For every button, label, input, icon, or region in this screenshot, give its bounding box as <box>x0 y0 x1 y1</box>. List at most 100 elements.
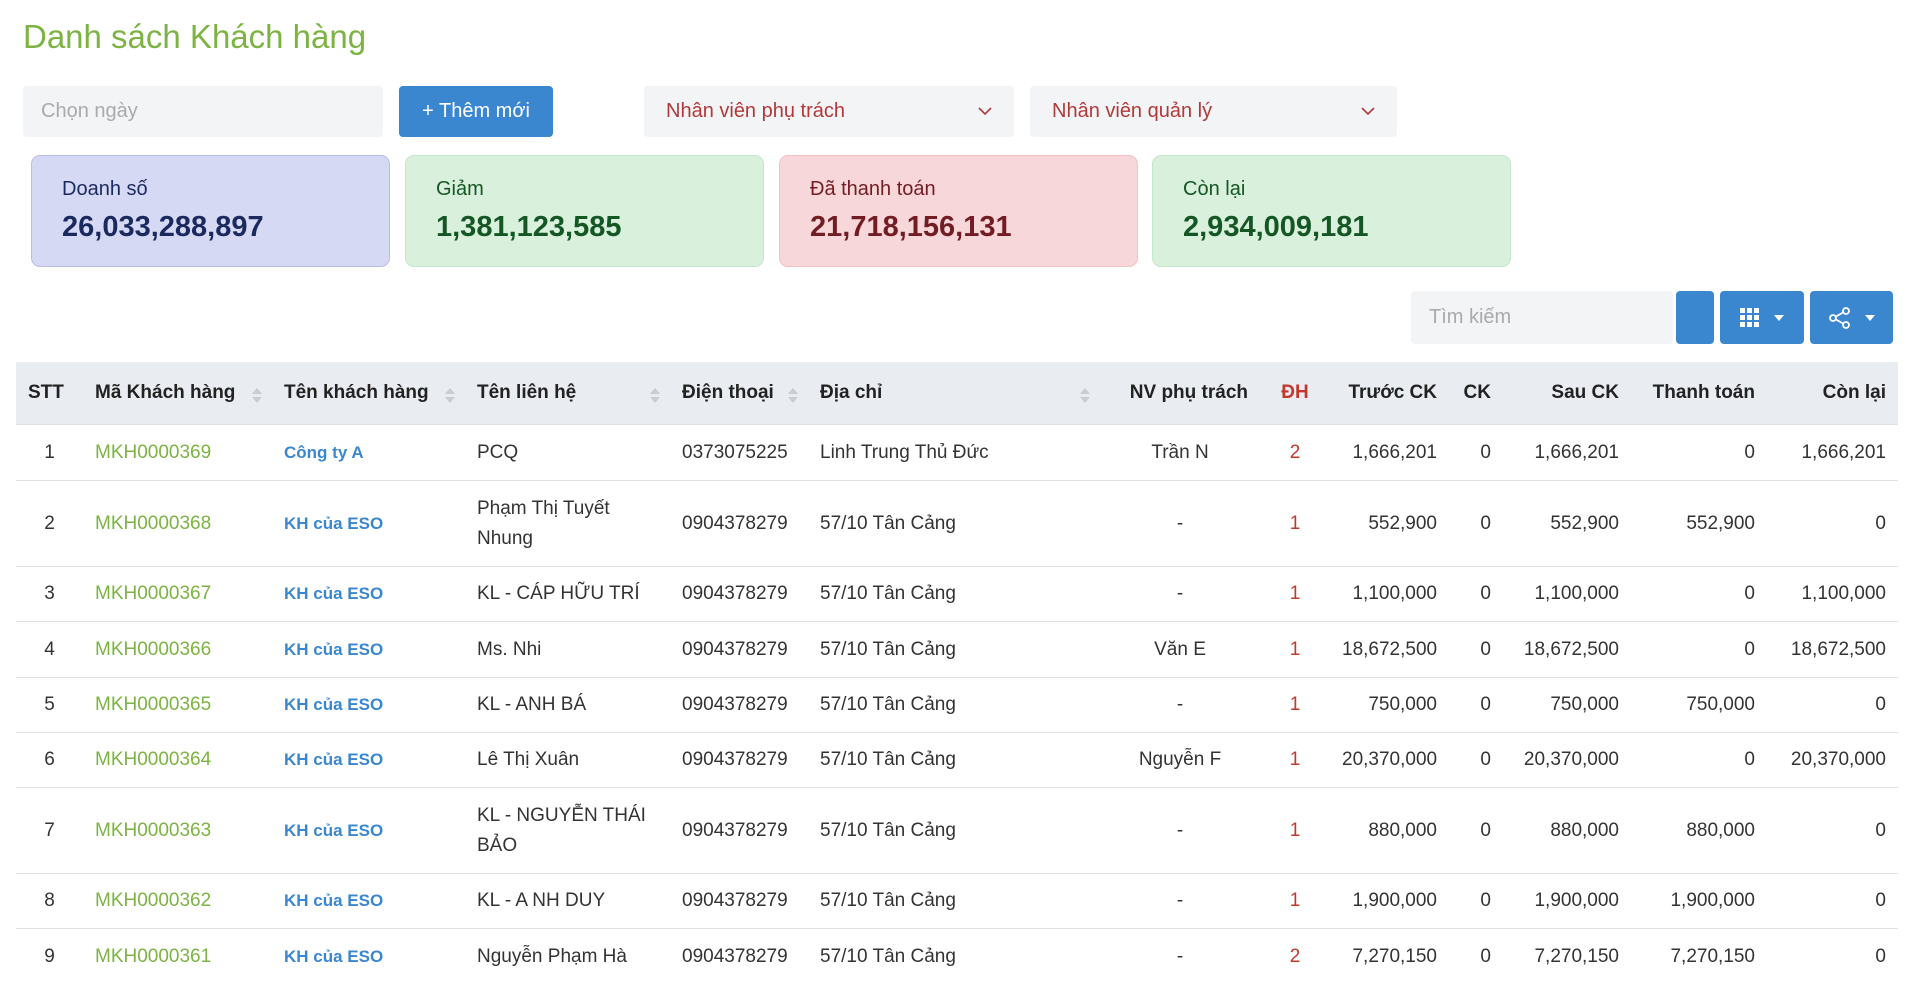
column-header[interactable]: Điện thoại <box>670 362 808 425</box>
sort-down <box>1080 397 1090 403</box>
table-cell[interactable]: MKH0000365 <box>83 677 272 733</box>
table-cell: 0 <box>1449 732 1503 788</box>
stat-card: Còn lại 2,934,009,181 <box>1152 155 1511 267</box>
table-row: 8 MKH0000362 KH của ESO KL - A NH DUY 090437… <box>16 873 1898 929</box>
column-header-label: NV phụ trách <box>1129 382 1248 403</box>
column-header-label: Điện thoại <box>682 382 774 403</box>
table-cell: 3 <box>16 566 83 622</box>
table-cell: 0 <box>1449 480 1503 567</box>
table-cell[interactable]: MKH0000362 <box>83 873 272 929</box>
table-row: 9 MKH0000361 KH của ESO Nguyễn Phạm Hà 09043… <box>16 928 1898 986</box>
column-header[interactable]: Tên khách hàng <box>272 362 465 425</box>
table-cell: 8 <box>16 873 83 929</box>
column-header-label: ĐH <box>1281 382 1309 403</box>
stat-label: Đã thanh toán <box>810 178 936 200</box>
caret <box>1774 314 1784 321</box>
table-cell[interactable]: KH của ESO <box>272 787 465 874</box>
table-cell: 1 <box>1260 480 1330 567</box>
table-cell: 2 <box>16 480 83 567</box>
column-header[interactable]: Tên liên hệ <box>465 362 670 425</box>
table-cell[interactable]: MKH0000361 <box>83 928 272 986</box>
table-cell: 1 <box>16 424 83 481</box>
table-cell: 552,900 <box>1330 480 1449 567</box>
table-cell: 0 <box>1767 787 1898 874</box>
table-cell: 0 <box>1449 566 1503 622</box>
search-button[interactable] <box>1676 291 1714 344</box>
table-cell: - <box>1100 677 1260 733</box>
sort-up <box>252 388 262 394</box>
sort-up <box>650 388 660 394</box>
table-cell[interactable]: KH của ESO <box>272 928 465 986</box>
table-cell: 552,900 <box>1503 480 1631 567</box>
column-header[interactable]: Mã Khách hàng <box>83 362 272 425</box>
column-header-label: STT <box>28 382 64 403</box>
customer-table: STT Mã Khách hàng Tên khách hàng Tên liên h… <box>16 362 1898 986</box>
column-header[interactable]: Địa chỉ <box>808 362 1100 425</box>
table-cell[interactable]: MKH0000368 <box>83 480 272 567</box>
table-cell: KL - A NH DUY <box>465 873 670 929</box>
sort-down <box>788 397 798 403</box>
table-cell[interactable]: KH của ESO <box>272 480 465 567</box>
caret <box>1864 314 1875 321</box>
table-cell: 750,000 <box>1631 677 1767 733</box>
column-header-label: Sau CK <box>1551 382 1619 403</box>
table-cell[interactable]: KH của ESO <box>272 677 465 733</box>
manager-select[interactable]: Nhân viên quản lý <box>1030 86 1397 137</box>
table-cell: Lê Thị Xuân <box>465 732 670 788</box>
table-cell[interactable]: MKH0000369 <box>83 424 272 481</box>
table-cell: 1 <box>1260 787 1330 874</box>
table-cell: 57/10 Tân Cảng <box>808 480 1100 567</box>
table-cell[interactable]: KH của ESO <box>272 873 465 929</box>
table-cell: 1 <box>1260 677 1330 733</box>
column-header-label: Tên khách hàng <box>284 382 429 403</box>
manager-select-label: Nhân viên quản lý <box>1052 100 1213 122</box>
stat-value: 26,033,288,897 <box>62 211 264 243</box>
table-cell: - <box>1100 566 1260 622</box>
staff-select-label: Nhân viên phụ trách <box>666 100 846 122</box>
table-cell: 57/10 Tân Cảng <box>808 677 1100 733</box>
table-cell: 6 <box>16 732 83 788</box>
sort-down <box>650 397 660 403</box>
columns-button[interactable] <box>1720 291 1804 344</box>
table-cell: 0 <box>1449 787 1503 874</box>
search-input[interactable]: Tìm kiếm <box>1411 291 1673 344</box>
add-button[interactable]: + Thêm mới <box>399 86 553 137</box>
table-cell: 0 <box>1631 566 1767 622</box>
table-cell: 0 <box>1767 677 1898 733</box>
table-row: 1 MKH0000369 Công ty A PCQ 0373075225 Linh Tr… <box>16 424 1898 481</box>
table-cell[interactable]: Công ty A <box>272 424 465 481</box>
table-row: 5 MKH0000365 KH của ESO KL - ANH BÁ 09043782… <box>16 677 1898 733</box>
table-cell: 0 <box>1449 621 1503 678</box>
table-cell[interactable]: KH của ESO <box>272 732 465 788</box>
column-header-label: Tên liên hệ <box>477 382 577 403</box>
table-cell: 750,000 <box>1330 677 1449 733</box>
column-header-label: Còn lại <box>1822 382 1886 403</box>
table-cell: 18,672,500 <box>1330 621 1449 678</box>
table-cell[interactable]: KH của ESO <box>272 566 465 622</box>
column-header-label: Địa chỉ <box>820 382 883 403</box>
table-cell[interactable]: KH của ESO <box>272 621 465 678</box>
sort-icon <box>252 388 262 403</box>
stat-card: Doanh số 26,033,288,897 <box>31 155 390 267</box>
date-picker[interactable]: Chọn ngày <box>23 86 383 137</box>
table-cell: Nguyễn Phạm Hà <box>465 928 670 986</box>
table-cell[interactable]: MKH0000363 <box>83 787 272 874</box>
table-cell: 1,666,201 <box>1503 424 1631 481</box>
table-cell: 20,370,000 <box>1330 732 1449 788</box>
column-header-label: Mã Khách hàng <box>95 382 236 403</box>
table-cell: 0 <box>1767 873 1898 929</box>
grid-icon <box>1740 307 1759 327</box>
table-cell[interactable]: MKH0000366 <box>83 621 272 678</box>
table-cell: 0 <box>1631 621 1767 678</box>
staff-select[interactable]: Nhân viên phụ trách <box>644 86 1014 137</box>
table-cell: 0 <box>1449 928 1503 986</box>
share-button[interactable] <box>1810 291 1893 344</box>
table-cell: 0373075225 <box>670 424 808 481</box>
table-cell[interactable]: MKH0000364 <box>83 732 272 788</box>
table-cell[interactable]: MKH0000367 <box>83 566 272 622</box>
table-cell: 0 <box>1449 677 1503 733</box>
stat-label: Giảm <box>436 178 484 200</box>
search-placeholder: Tìm kiếm <box>1429 306 1512 328</box>
table-cell: 0 <box>1767 480 1898 567</box>
table-cell: 2 <box>1260 928 1330 986</box>
